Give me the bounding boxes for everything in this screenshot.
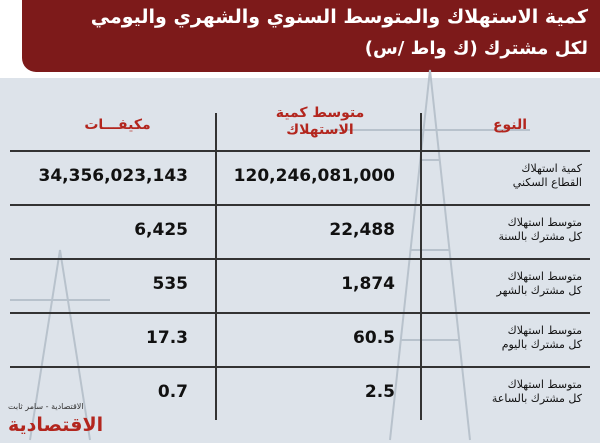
row-label: متوسط استهلاك (507, 216, 582, 229)
table: النوع متوسط كمية الاستهلاك مكيفـــات كمية اس… (10, 95, 590, 420)
column-header: متوسط كمية (275, 105, 365, 121)
row-divider (10, 204, 590, 206)
row-label: كل مشترك بالساعة (491, 392, 582, 405)
column-divider (420, 113, 422, 420)
cell-value: 120,246,081,000 (233, 166, 395, 186)
column-header: الاستهلاك (286, 122, 354, 138)
row-divider (10, 312, 590, 314)
row-label: كل مشترك بالشهر (496, 284, 582, 297)
cell-value: 34,356,023,143 (38, 166, 189, 186)
row-label: كل مشترك باليوم (501, 338, 582, 351)
title-line: لكل مشترك (ك واط /س) (364, 38, 588, 59)
cell-value: 60.5 (353, 328, 395, 348)
row-label: كل مشترك بالسنة (498, 230, 582, 243)
cell-value: 1,874 (341, 274, 395, 294)
logo: الاقتصادية (8, 414, 104, 436)
cell-value: 22,488 (329, 220, 395, 240)
column-divider (215, 113, 217, 420)
cell-value: 535 (152, 274, 189, 294)
row-divider (10, 366, 590, 368)
title-line: كمية الاستهلاك والمتوسط السنوي والشهري و… (90, 6, 588, 28)
title-tab: كمية الاستهلاك والمتوسط السنوي والشهري و… (22, 0, 600, 72)
row-divider (10, 150, 590, 152)
cell-value: 0.7 (157, 382, 188, 402)
row-label: متوسط استهلاك (507, 324, 582, 337)
cell-value: 2.5 (364, 382, 395, 402)
column-header: مكيفـــات (84, 117, 151, 133)
cell-value: 17.3 (146, 328, 188, 348)
credit: الاقتصادية - سامر ثابت (8, 402, 84, 411)
row-label: متوسط استهلاك (507, 270, 582, 283)
cell-value: 6,425 (134, 220, 188, 240)
row-label: متوسط استهلاك (507, 378, 582, 391)
row-label: القطاع السكني (512, 176, 582, 189)
column-header: النوع (492, 117, 528, 133)
row-label: كمية استهلاك (521, 162, 582, 175)
row-divider (10, 258, 590, 260)
